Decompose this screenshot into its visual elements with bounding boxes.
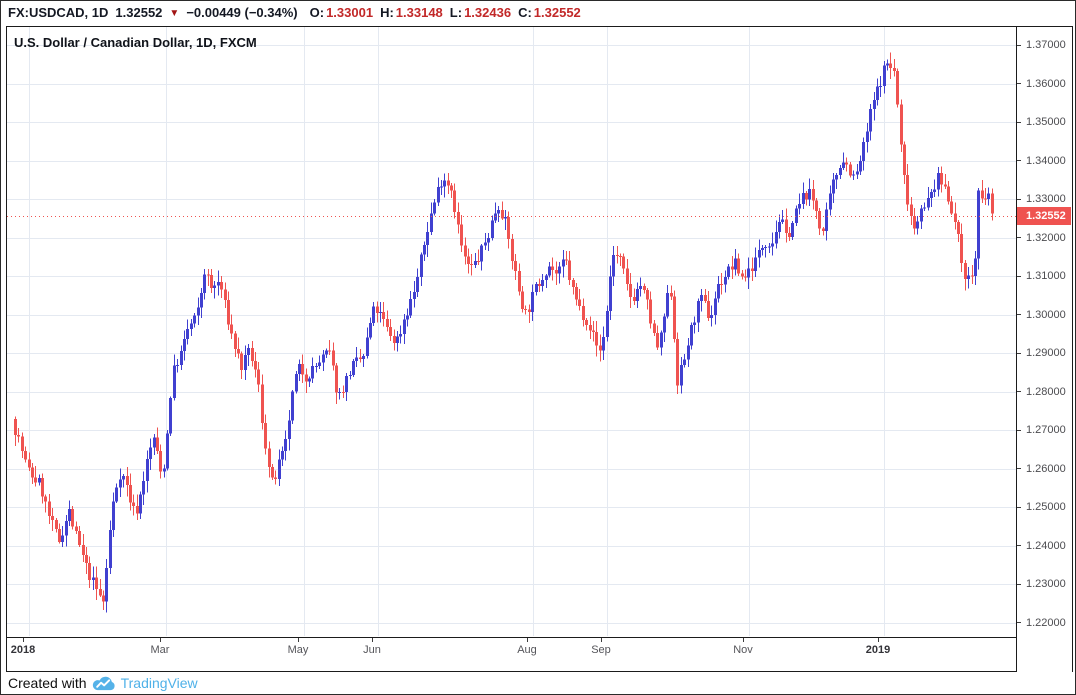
ohlc-field-value: 1.32552 bbox=[533, 5, 581, 20]
symbol-interval-label[interactable]: FX:USDCAD, 1D bbox=[8, 5, 109, 20]
quote-bar: FX:USDCAD, 1D 1.32552 ▼ −0.00449 (−0.34%… bbox=[8, 2, 581, 23]
last-price-value: 1.32552 bbox=[115, 5, 163, 20]
price-axis-tick-label: 1.29000 bbox=[1017, 345, 1066, 361]
axis-corner bbox=[1016, 637, 1072, 672]
time-axis-tick-mark bbox=[160, 638, 161, 642]
price-axis-tick-label: 1.22000 bbox=[1017, 615, 1066, 631]
time-axis-tick-label: Mar bbox=[150, 644, 170, 656]
time-axis-tick-mark bbox=[298, 638, 299, 642]
price-axis-tick-label: 1.32000 bbox=[1017, 230, 1066, 246]
time-axis[interactable]: 2018 Mar May Jun Aug Sep Nov 2019 bbox=[7, 637, 1072, 671]
time-axis-tick-mark bbox=[527, 638, 528, 642]
tradingview-cloud-logo-icon bbox=[92, 676, 115, 690]
price-axis-tick-label: 1.37000 bbox=[1017, 37, 1066, 53]
price-change-value: −0.00449 (−0.34%) bbox=[186, 5, 298, 20]
ohlc-field-value: 1.33148 bbox=[395, 5, 443, 20]
attribution-bar: Created with TradingView bbox=[8, 673, 198, 693]
chart-legend-title[interactable]: U.S. Dollar / Canadian Dollar, 1D, FXCM bbox=[14, 35, 257, 50]
time-axis-tick-label: 2019 bbox=[865, 644, 891, 656]
time-axis-tick-label: 2018 bbox=[10, 644, 36, 656]
price-axis-tick-label: 1.23000 bbox=[1017, 576, 1066, 592]
ohlc-field-value: 1.32436 bbox=[464, 5, 512, 20]
price-axis-tick-label: 1.27000 bbox=[1017, 422, 1066, 438]
ohlc-field-label: O: bbox=[309, 5, 325, 20]
price-axis-tick-label: 1.34000 bbox=[1017, 153, 1066, 169]
price-axis-tick-label: 1.36000 bbox=[1017, 76, 1066, 92]
time-axis-tick-label: Jun bbox=[363, 644, 381, 656]
ohlc-field-label: C: bbox=[518, 5, 532, 20]
time-axis-tick-mark bbox=[743, 638, 744, 642]
down-triangle-icon: ▼ bbox=[169, 7, 180, 19]
ohlc-readout: O: 1.33001 H: 1.33148 L: 1.32436 C: 1.32552 bbox=[305, 5, 581, 20]
time-axis-tick-mark bbox=[23, 638, 24, 642]
time-axis-tick-label: Nov bbox=[733, 644, 753, 656]
price-axis-tick-label: 1.31000 bbox=[1017, 268, 1066, 284]
created-with-label: Created with bbox=[8, 675, 87, 691]
tradingview-brand-link[interactable]: TradingView bbox=[120, 675, 198, 691]
time-axis-tick-mark bbox=[601, 638, 602, 642]
time-axis-tick-label: May bbox=[287, 644, 309, 656]
price-axis-tick-label: 1.25000 bbox=[1017, 499, 1066, 515]
price-axis-tick-label: 1.35000 bbox=[1017, 114, 1066, 130]
ohlc-field-label: H: bbox=[380, 5, 394, 20]
price-axis-tick-label: 1.28000 bbox=[1017, 384, 1066, 400]
ohlc-field-value: 1.33001 bbox=[326, 5, 374, 20]
last-price-axis-label: 1.32552 bbox=[1017, 207, 1071, 226]
ohlc-field-label: L: bbox=[449, 5, 463, 20]
candlestick-plot[interactable] bbox=[7, 27, 1016, 636]
price-axis-tick-label: 1.26000 bbox=[1017, 461, 1066, 477]
price-axis-tick-label: 1.30000 bbox=[1017, 307, 1066, 323]
price-axis-tick-label: 1.33000 bbox=[1017, 191, 1066, 207]
price-axis-tick-label: 1.24000 bbox=[1017, 538, 1066, 554]
price-axis[interactable]: 1.37000 1.36000 1.35000 1.34000 1.33000 1.320… bbox=[1016, 27, 1072, 637]
time-axis-tick-mark bbox=[878, 638, 879, 642]
time-axis-tick-label: Aug bbox=[517, 644, 537, 656]
time-axis-tick-label: Sep bbox=[591, 644, 611, 656]
time-axis-tick-mark bbox=[372, 638, 373, 642]
chart-frame: U.S. Dollar / Canadian Dollar, 1D, FXCM … bbox=[6, 26, 1073, 672]
